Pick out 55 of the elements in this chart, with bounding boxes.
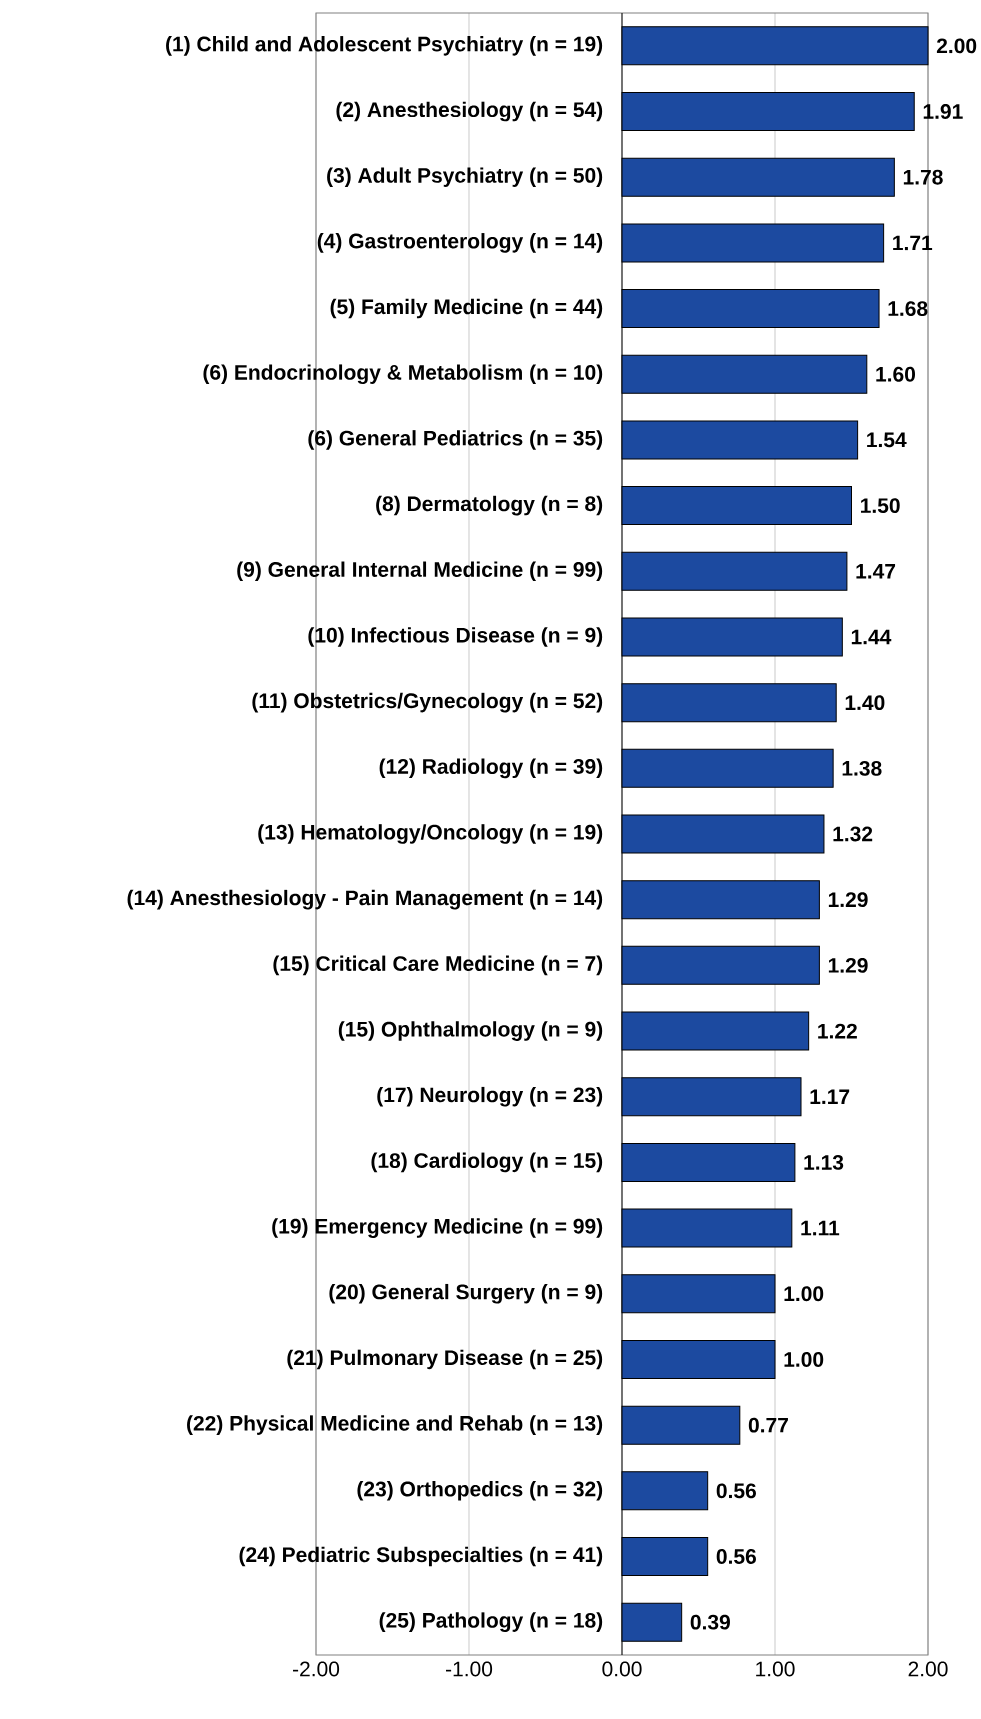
- data-label: 2.00: [936, 38, 977, 54]
- data-label: 1.13: [804, 1154, 844, 1170]
- x-tick-label: 1.00: [756, 1661, 795, 1677]
- data-label: 0.39: [690, 1614, 730, 1630]
- data-label: 1.29: [828, 957, 868, 973]
- x-tick-label: 0.00: [602, 1661, 642, 1677]
- y-tick-label: (6) Endocrinology & Metabolism (n = 10): [203, 364, 603, 385]
- y-tick-label: (15) Critical Care Medicine (n = 7): [273, 955, 603, 976]
- y-tick-label: (12) Radiology (n = 39): [379, 758, 603, 779]
- y-tick-label: (13) Hematology/Oncology (n = 19): [258, 824, 603, 844]
- y-tick-label: (17) Neurology (n = 23): [377, 1086, 603, 1107]
- data-label: 1.71: [893, 235, 933, 251]
- data-label: 1.44: [851, 629, 892, 645]
- data-label: 1.22: [818, 1023, 857, 1039]
- data-label: 1.17: [810, 1089, 850, 1104]
- y-tick-label: (15) Ophthalmology (n = 9): [338, 1021, 603, 1041]
- data-label: 0.56: [716, 1483, 756, 1499]
- y-tick-label: (1) Child and Adolescent Psychiatry (n = 19): [166, 36, 603, 56]
- y-tick-label: (22) Physical Medicine and Rehab (n = 13): [187, 1415, 603, 1435]
- y-tick-label: (24) Pediatric Subspecialties (n = 41): [239, 1546, 603, 1567]
- x-tick-label: 2.00: [908, 1661, 948, 1677]
- y-tick-label: (19) Emergency Medicine (n = 99): [272, 1218, 603, 1238]
- y-tick-label: (5) Family Medicine (n = 44): [330, 298, 603, 319]
- y-tick-label: (21) Pulmonary Disease (n = 25): [287, 1349, 603, 1370]
- data-label: 1.00: [784, 1286, 824, 1302]
- data-label: 1.60: [876, 366, 916, 382]
- data-label: 1.32: [833, 826, 873, 842]
- data-label: 1.68: [888, 301, 928, 316]
- data-label: 1.54: [867, 432, 907, 448]
- y-tick-label: (18) Cardiology (n = 15): [371, 1152, 603, 1173]
- y-tick-label: (4) Gastroenterology (n = 14): [317, 233, 603, 253]
- data-label: 1.47: [856, 564, 896, 579]
- y-tick-label: (9) General Internal Medicine (n = 99): [237, 561, 603, 582]
- data-label: 1.91: [923, 104, 963, 119]
- y-tick-label: (2) Anesthesiology (n = 54): [336, 101, 603, 122]
- y-tick-label: (8) Dermatology (n = 8): [376, 495, 603, 516]
- data-label: 1.40: [845, 695, 885, 711]
- y-tick-label: (3) Adult Psychiatry (n = 50): [327, 167, 603, 187]
- data-label: 0.77: [748, 1417, 788, 1433]
- y-tick-label: (23) Orthopedics (n = 32): [357, 1481, 603, 1501]
- data-label: 1.50: [861, 498, 900, 514]
- x-tick-label: -1.00: [445, 1661, 493, 1677]
- data-label: 1.38: [842, 760, 882, 776]
- y-tick-label: (10) Infectious Disease (n = 9): [308, 627, 603, 647]
- y-tick-label: (14) Anesthesiology - Pain Management (n = 14): [127, 889, 603, 910]
- y-tick-label: (6) General Pediatrics (n = 35): [308, 430, 603, 450]
- y-tick-label: (20) General Surgery (n = 9): [329, 1283, 603, 1304]
- y-tick-label: (11) Obstetrics/Gynecology (n = 52): [252, 692, 603, 713]
- data-label: 1.29: [828, 892, 868, 908]
- data-label: 0.56: [716, 1549, 756, 1564]
- data-label: 1.11: [801, 1220, 840, 1236]
- data-label: 1.78: [903, 169, 943, 185]
- data-label: 1.00: [784, 1352, 824, 1367]
- y-tick-label: (25) Pathology (n = 18): [379, 1612, 603, 1633]
- x-tick-label: -2.00: [292, 1661, 340, 1677]
